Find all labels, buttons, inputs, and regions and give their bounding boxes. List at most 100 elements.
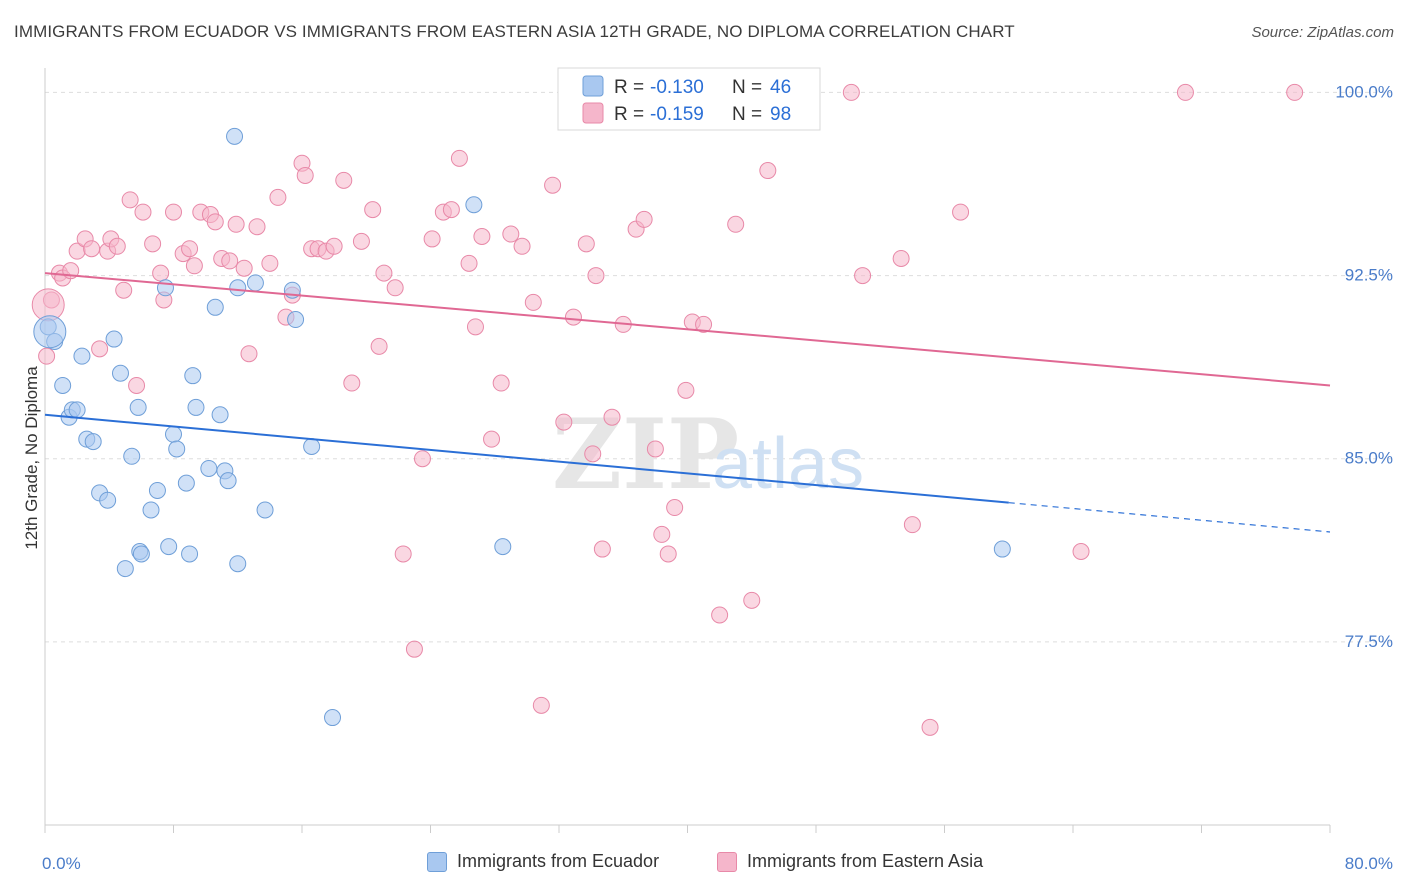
eastern-asia-point — [343, 374, 361, 392]
eastern-asia-point — [593, 540, 611, 558]
eastern-asia-point — [466, 318, 484, 336]
ecuador-point — [54, 376, 72, 394]
series-eastern-asia-points — [31, 83, 1304, 736]
x-tick-labels: 0.0% 80.0% — [42, 854, 1393, 873]
legend-item-ecuador[interactable]: Immigrants from Ecuador — [427, 851, 659, 872]
ecuador-point — [123, 447, 141, 465]
eastern-asia-point — [524, 293, 542, 311]
y-tick-label: 85.0% — [1345, 449, 1393, 468]
ecuador-point — [142, 501, 160, 519]
eastern-asia-point — [185, 257, 203, 275]
eastern-asia-point — [532, 696, 550, 714]
axes — [44, 68, 1331, 833]
eastern-asia-point — [842, 83, 860, 101]
ecuador-point — [111, 364, 129, 382]
ecuador-point — [148, 481, 166, 499]
ecuador-point — [73, 347, 91, 365]
y-axis-label: 12th Grade, No Diploma — [22, 366, 41, 550]
legend-swatch-eastern-asia-bottom — [717, 851, 737, 872]
legend-stats: R = -0.130 N = 46 R = -0.159 N = 98 — [557, 67, 821, 131]
ecuador-point — [160, 538, 178, 556]
eastern-asia-point — [83, 240, 101, 258]
ecuador-point — [324, 709, 342, 727]
eastern-asia-point — [335, 171, 353, 189]
eastern-asia-point — [364, 201, 382, 219]
ecuador-point — [256, 501, 274, 519]
eastern-asia-point — [261, 254, 279, 272]
legend-n-value-2: 98 — [770, 104, 791, 125]
eastern-asia-point — [513, 237, 531, 255]
eastern-asia-point — [903, 516, 921, 534]
eastern-asia-point — [325, 237, 343, 255]
ecuador-point — [287, 311, 305, 329]
ecuador-point — [200, 459, 218, 477]
legend-r-label-1: R = — [614, 77, 644, 98]
eastern-asia-point — [695, 315, 713, 333]
eastern-asia-point — [952, 203, 970, 221]
trend-lines — [44, 272, 1331, 533]
eastern-asia-point — [38, 347, 56, 365]
eastern-asia-point — [248, 218, 266, 236]
eastern-asia-point — [394, 545, 412, 563]
eastern-asia-point — [152, 264, 170, 282]
eastern-asia-point — [235, 259, 253, 277]
eastern-asia-point — [646, 440, 664, 458]
eastern-asia-point — [1176, 83, 1194, 101]
eastern-asia-point — [375, 264, 393, 282]
eastern-asia-point — [564, 308, 582, 326]
eastern-asia-point — [405, 640, 423, 658]
eastern-asia-point — [502, 225, 520, 243]
legend-item-eastern-asia[interactable]: Immigrants from Eastern Asia — [717, 851, 983, 872]
eastern-asia-point — [584, 445, 602, 463]
ecuador-point — [993, 540, 1011, 558]
chart-title: IMMIGRANTS FROM ECUADOR VS IMMIGRANTS FR… — [14, 22, 1015, 41]
eastern-asia-point — [108, 237, 126, 255]
legend-n-value-1: 46 — [770, 77, 791, 98]
ecuador-trend-extension — [1008, 502, 1331, 533]
y-tick-label: 77.5% — [1345, 632, 1393, 651]
eastern-asia-point — [921, 718, 939, 736]
legend-swatch-ecuador-bottom — [427, 851, 447, 872]
ecuador-point — [226, 127, 244, 145]
eastern-asia-point — [587, 267, 605, 285]
eastern-asia-point — [759, 162, 777, 180]
eastern-asia-point — [1072, 543, 1090, 561]
eastern-asia-point — [386, 279, 404, 297]
x-tick-label: 0.0% — [42, 854, 81, 873]
ecuador-point — [187, 398, 205, 416]
ecuador-point — [177, 474, 195, 492]
eastern-asia-point — [473, 227, 491, 245]
eastern-asia-point — [240, 345, 258, 363]
legend-n-label-2: N = — [732, 104, 762, 125]
eastern-asia-point — [483, 430, 501, 448]
eastern-asia-point — [370, 337, 388, 355]
eastern-asia-point — [450, 149, 468, 167]
ecuador-point — [165, 425, 182, 443]
ecuador-point — [99, 491, 117, 509]
eastern-asia-point — [544, 176, 562, 194]
ecuador-point — [206, 298, 224, 316]
eastern-asia-point — [442, 201, 460, 219]
eastern-asia-point — [577, 235, 595, 253]
ecuador-point — [229, 555, 247, 573]
eastern-asia-point — [121, 191, 139, 209]
eastern-asia-point — [296, 166, 314, 184]
ecuador-point — [33, 315, 67, 349]
watermark-atlas: atlas — [712, 424, 864, 504]
ecuador-point — [84, 433, 102, 451]
legend-r-value-1: -0.130 — [650, 77, 704, 98]
eastern-asia-point — [128, 376, 146, 394]
watermark: ZIP atlas — [552, 398, 864, 511]
ecuador-point — [229, 279, 247, 297]
eastern-asia-point — [423, 230, 441, 248]
eastern-asia-point — [134, 203, 152, 221]
eastern-asia-point — [221, 252, 239, 270]
eastern-asia-point — [144, 235, 162, 253]
eastern-asia-point — [91, 340, 109, 358]
ecuador-point — [465, 196, 483, 214]
eastern-asia-point — [413, 450, 431, 468]
eastern-asia-point — [269, 188, 287, 206]
eastern-asia-point — [666, 499, 684, 517]
legend-swatch-ecuador — [582, 75, 604, 97]
ecuador-point — [132, 545, 150, 563]
